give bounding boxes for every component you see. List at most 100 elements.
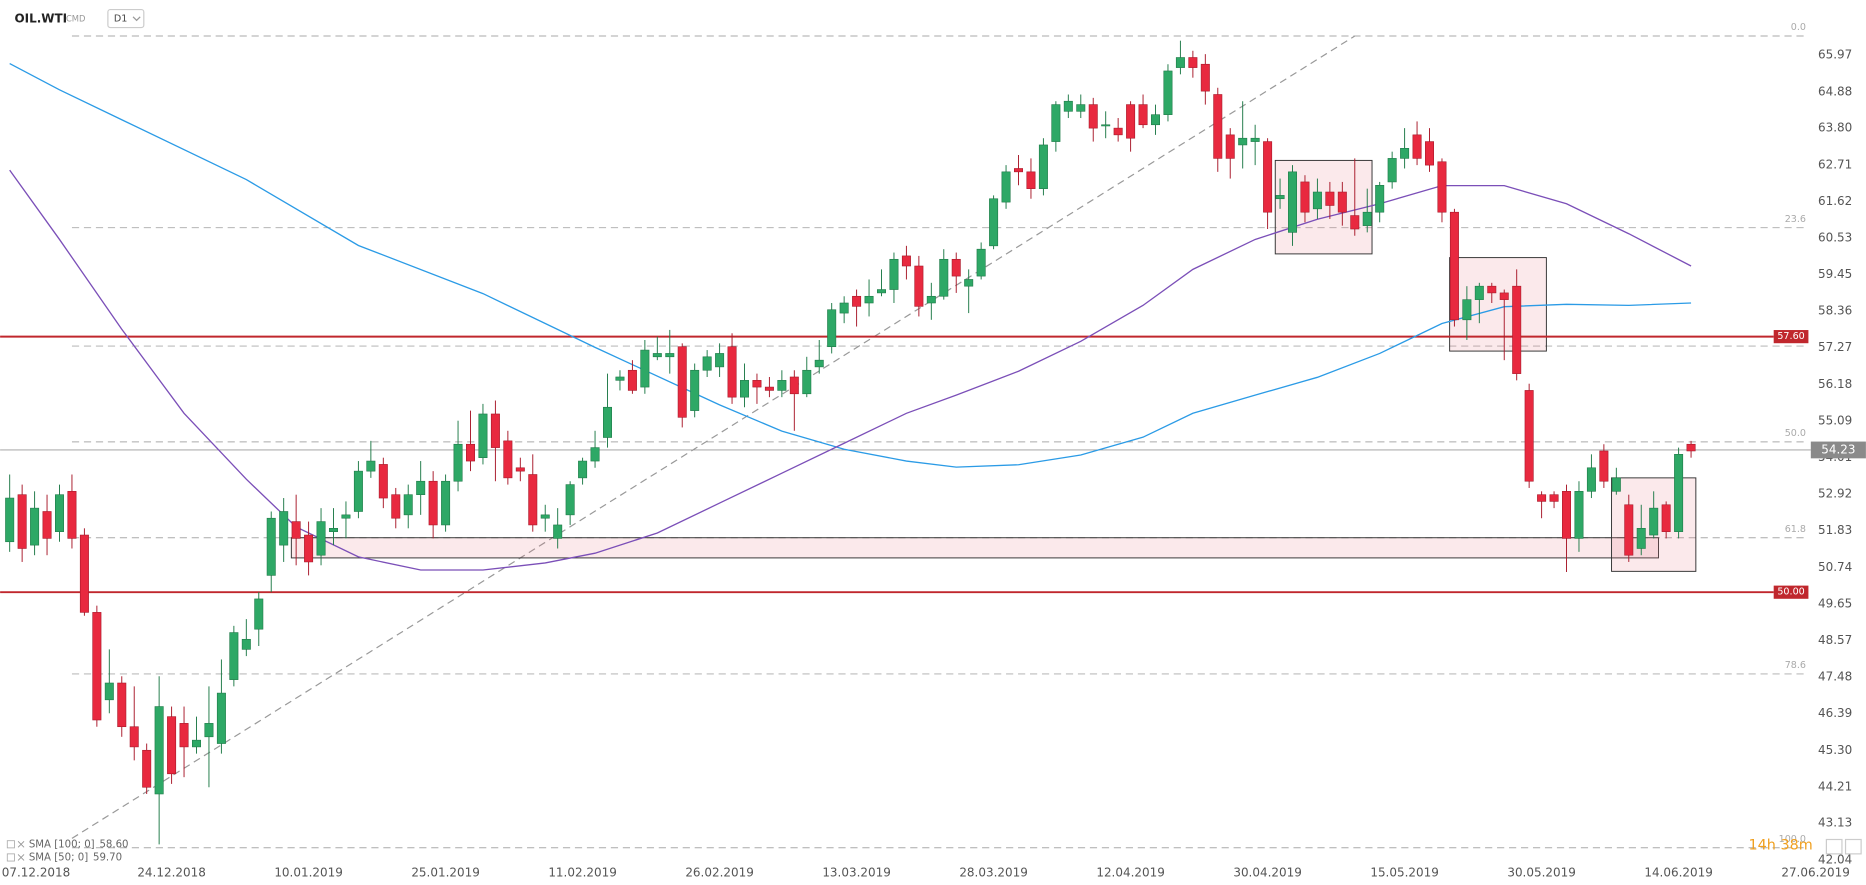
candle-body (129, 726, 139, 748)
candle-body (852, 295, 862, 307)
last-price-badge (1810, 441, 1866, 459)
candle-body (1449, 211, 1459, 321)
candle-body (1138, 104, 1148, 126)
candle-body (1462, 299, 1472, 321)
button[interactable] (1844, 838, 1862, 855)
candle-body (291, 521, 301, 539)
x-tick-label: 28.03.2019 (959, 866, 1028, 880)
candle-body (79, 534, 89, 613)
candle-body (540, 514, 550, 519)
button[interactable] (1825, 838, 1843, 855)
candle-body (154, 706, 164, 795)
candle-body (366, 460, 376, 472)
candle-body (1350, 215, 1360, 230)
candle-body (241, 638, 251, 650)
x-tick-label: 25.01.2019 (411, 866, 480, 880)
candle-body (1038, 144, 1048, 189)
x-tick-label: 30.04.2019 (1233, 866, 1302, 880)
candle-body (1288, 171, 1297, 233)
y-tick-label: 47.48 (1818, 669, 1852, 683)
candle-body (1599, 450, 1609, 482)
candle-body (503, 440, 513, 479)
candle-body (316, 521, 326, 556)
y-tick-label: 65.97 (1818, 48, 1852, 62)
x-tick-label: 12.04.2019 (1096, 866, 1165, 880)
y-tick-label: 49.65 (1818, 596, 1852, 610)
y-tick-label: 43.13 (1818, 816, 1852, 830)
candle-body (490, 413, 500, 448)
candle-body (665, 353, 675, 358)
candle-body (1524, 390, 1534, 482)
candle-body (266, 517, 276, 576)
candle-body (802, 369, 812, 395)
candle-body (1063, 100, 1073, 112)
candle-body (677, 346, 687, 418)
candle-body (428, 480, 438, 526)
y-tick-label: 63.80 (1818, 121, 1852, 135)
candle-body (1437, 161, 1447, 213)
candle-body (341, 514, 351, 519)
candle-body (1200, 63, 1210, 92)
level-label: 50.00 (1777, 587, 1804, 598)
candle-body (416, 480, 426, 495)
candle-body (329, 528, 338, 532)
candle-body (1400, 148, 1410, 159)
candle-body (989, 198, 999, 247)
candle-body (839, 302, 849, 314)
interval-select[interactable] (107, 8, 145, 29)
candle-body (515, 467, 525, 472)
candle-body (1300, 181, 1310, 213)
candle-body (1275, 195, 1285, 200)
x-tick-label: 14.06.2019 (1644, 866, 1713, 880)
x-tick-label: 27.06.2019 (1781, 866, 1850, 880)
x-tick-label: 24.12.2018 (137, 866, 206, 880)
candle-body (1225, 134, 1235, 159)
main-layer (5, 40, 1696, 845)
y-tick-label: 61.62 (1818, 194, 1852, 208)
candle-body (1126, 104, 1136, 139)
fib-label: 23.6 (1785, 214, 1806, 225)
candle-body (1001, 171, 1011, 203)
candle-body (378, 464, 388, 499)
candle-body (603, 406, 612, 438)
candle-body (777, 380, 787, 391)
trendline (71, 35, 1356, 839)
timer: 14h 38m (1749, 837, 1813, 853)
candle-body (1611, 477, 1621, 492)
candle-body (17, 494, 27, 549)
fib-label: 78.6 (1785, 660, 1806, 671)
legend-name: SMA [50; 0] (29, 852, 88, 863)
candle-body (42, 511, 52, 539)
y-tick-label: 55.09 (1818, 414, 1852, 428)
candle-body (627, 369, 637, 391)
zone-box (290, 537, 1659, 559)
level-badge (1773, 330, 1809, 344)
candle-body (353, 470, 363, 512)
candle-body (55, 494, 64, 532)
fib-label: 50.0 (1785, 428, 1806, 439)
candle-body (1674, 454, 1684, 532)
candle-body (304, 534, 314, 563)
y-tick-label: 57.27 (1818, 340, 1852, 354)
candle-body (976, 248, 986, 277)
x-tick-label: 15.05.2019 (1370, 866, 1439, 880)
candle-body (254, 598, 264, 630)
candle-body (715, 353, 725, 368)
y-tick-label: 45.30 (1818, 743, 1852, 757)
candle-body (939, 258, 949, 297)
candle-body (1375, 184, 1385, 213)
candle-body (1661, 504, 1671, 532)
candle-body (615, 376, 625, 381)
candle-body (827, 309, 837, 348)
candle-body (192, 739, 201, 748)
y-tick-label: 50.74 (1818, 560, 1852, 574)
y-tick-label: 46.39 (1818, 706, 1852, 720)
candle-body (67, 491, 77, 539)
candle-body (652, 353, 662, 358)
y-tick-label: 56.18 (1818, 377, 1852, 391)
x-tick-label: 07.12.2018 (2, 866, 71, 880)
legend-value: 59.70 (93, 852, 122, 863)
candle-body (1076, 104, 1086, 112)
market: CMD (66, 14, 86, 24)
